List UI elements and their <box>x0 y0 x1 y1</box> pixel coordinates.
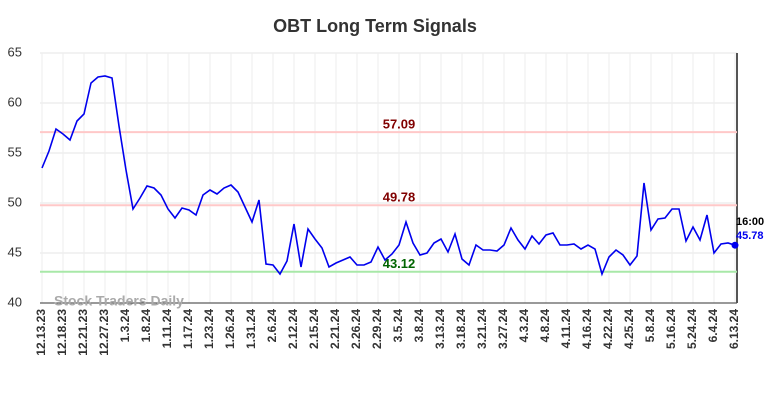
x-tick-label: 5.24.24 <box>685 309 699 349</box>
x-tick-label: 1.11.24 <box>160 309 174 349</box>
x-tick-label: 2.29.24 <box>370 309 384 349</box>
reference-label: 57.09 <box>383 117 416 132</box>
x-tick-label: 2.21.24 <box>328 309 342 349</box>
x-tick-label: 4.8.24 <box>538 309 552 343</box>
x-tick-label: 3.8.24 <box>412 309 426 343</box>
y-tick-label: 40 <box>8 294 22 309</box>
x-tick-label: 2.26.24 <box>349 309 363 349</box>
x-tick-label: 4.11.24 <box>559 309 573 349</box>
y-tick-label: 65 <box>8 44 22 59</box>
watermark: Stock Traders Daily <box>54 293 184 309</box>
last-point <box>731 241 739 249</box>
last-value-label: 45.78 <box>736 230 764 242</box>
x-tick-label: 1.17.24 <box>181 309 195 349</box>
x-tick-label: 2.6.24 <box>265 309 279 343</box>
x-tick-label: 12.18.23 <box>55 309 69 356</box>
x-tick-label: 1.8.24 <box>139 309 153 343</box>
y-tick-label: 45 <box>8 244 22 259</box>
x-tick-label: 3.21.24 <box>475 309 489 349</box>
x-tick-label: 5.16.24 <box>664 309 678 349</box>
x-tick-label: 12.13.23 <box>34 309 48 356</box>
price-line <box>41 75 736 277</box>
x-tick-label: 3.18.24 <box>454 309 468 349</box>
x-tick-label: 1.3.24 <box>118 309 132 343</box>
x-tick-label: 4.22.24 <box>601 309 615 349</box>
x-tick-label: 3.13.24 <box>433 309 447 349</box>
chart-title: OBT Long Term Signals <box>273 16 477 36</box>
x-tick-label: 1.31.24 <box>244 309 258 349</box>
x-tick-label: 6.4.24 <box>706 309 720 343</box>
y-tick-label: 60 <box>8 94 22 109</box>
x-tick-label: 12.21.23 <box>76 309 90 356</box>
x-tick-label: 5.8.24 <box>643 309 657 343</box>
x-tick-label: 4.16.24 <box>580 309 594 349</box>
reference-label: 43.12 <box>383 256 416 271</box>
x-tick-label: 6.13.24 <box>727 309 741 349</box>
x-tick-label: 1.26.24 <box>223 309 237 349</box>
x-tick-label: 3.5.24 <box>391 309 405 343</box>
x-tick-label: 12.27.23 <box>97 309 111 356</box>
x-tick-label: 2.12.24 <box>286 309 300 349</box>
x-tick-label: 2.15.24 <box>307 309 321 349</box>
x-tick-label: 1.23.24 <box>202 309 216 349</box>
y-tick-label: 55 <box>8 144 22 159</box>
y-tick-label: 50 <box>8 194 22 209</box>
x-tick-label: 4.25.24 <box>622 309 636 349</box>
last-time-label: 16:00 <box>736 216 764 228</box>
x-tick-label: 3.27.24 <box>496 309 510 349</box>
x-tick-label: 4.3.24 <box>517 309 531 343</box>
reference-label: 49.78 <box>383 190 416 205</box>
